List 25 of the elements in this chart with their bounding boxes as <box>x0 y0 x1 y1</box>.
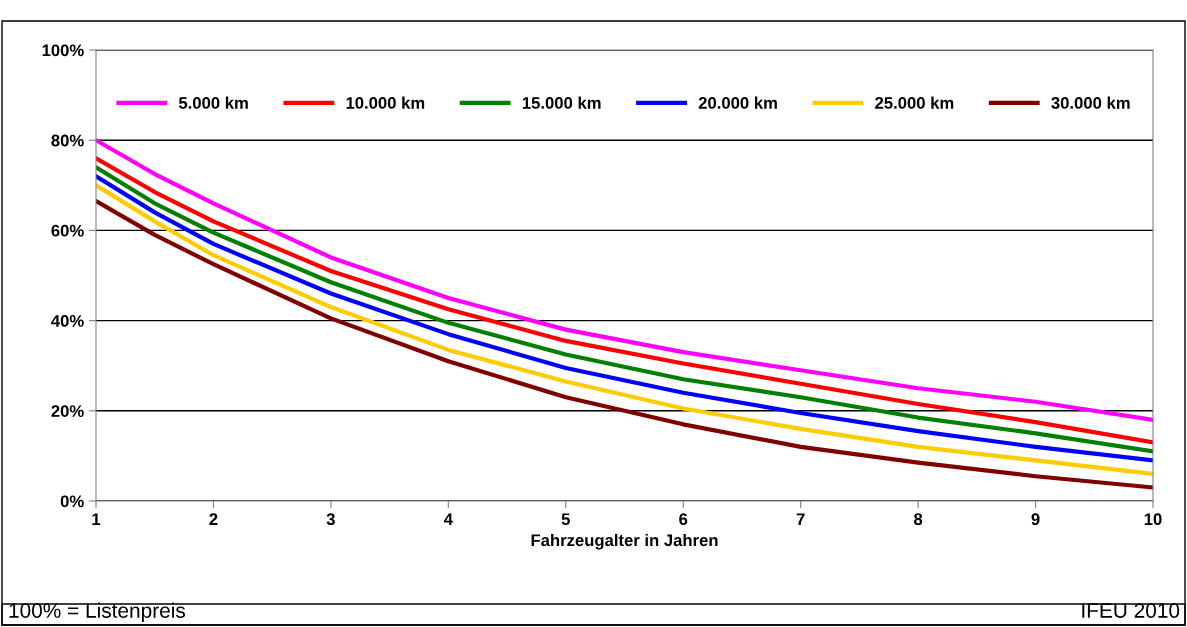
legend-label: 5.000 km <box>178 96 248 109</box>
x-tick-label: 8 <box>914 513 923 526</box>
y-tick-label: 20% <box>51 405 84 417</box>
y-tick-label: 40% <box>51 315 84 327</box>
y-tick-label: 100% <box>42 44 84 57</box>
text: 100% = Listenpreis <box>9 602 186 622</box>
text: IFEU 2010 <box>1082 603 1180 618</box>
y-tick-label: 0% <box>60 495 84 508</box>
legend-label: 20.000 km <box>698 96 777 109</box>
x-tick-label: 9 <box>1031 513 1040 526</box>
legend-label: 30.000 km <box>1051 96 1130 109</box>
x-tick-label: 5 <box>561 513 570 526</box>
x-tick-label: 7 <box>796 513 805 525</box>
x-tick-label: 6 <box>679 513 688 526</box>
x-tick-label: 4 <box>443 513 453 525</box>
legend-label: 15.000 km <box>522 96 601 109</box>
x-tick-label: 1 <box>92 513 101 525</box>
legend-label: 25.000 km <box>875 96 954 109</box>
x-tick-label: 3 <box>326 513 335 526</box>
legend-label: 10.000 km <box>346 96 425 109</box>
x-tick-label: 10 <box>1144 513 1162 526</box>
y-tick-label: 80% <box>51 134 84 147</box>
x-tick-label: 2 <box>209 513 218 525</box>
x-axis-title: Fahrzeugalter in Jahren <box>531 533 718 550</box>
y-tick-label: 60% <box>51 224 84 237</box>
